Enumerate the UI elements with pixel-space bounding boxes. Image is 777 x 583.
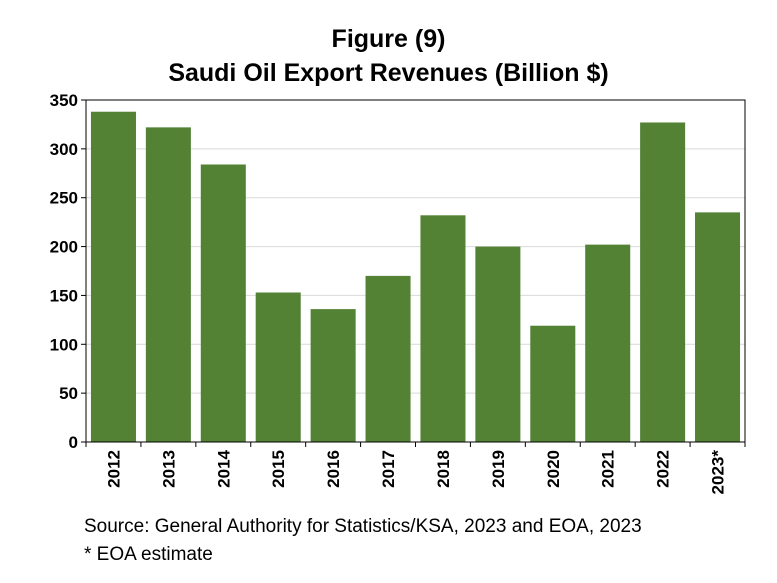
x-tick-label: 2015 <box>269 450 288 488</box>
bars <box>90 111 741 443</box>
x-tick-label: 2022 <box>654 450 673 488</box>
y-tick-label: 150 <box>50 286 78 305</box>
x-tick-label: 2023* <box>709 450 728 495</box>
x-tick-label: 2020 <box>544 450 563 488</box>
x-tick-label: 2012 <box>104 450 123 488</box>
x-tick-label: 2019 <box>489 450 508 488</box>
y-tick-label: 0 <box>69 433 78 452</box>
bar-2021 <box>585 244 631 442</box>
bar-2020 <box>530 325 576 442</box>
bar-2022 <box>640 122 686 442</box>
bar-2017 <box>365 275 411 442</box>
x-tick-label: 2018 <box>434 450 453 488</box>
x-tick-label: 2014 <box>214 449 233 487</box>
x-axis-ticks: 2012 2013 2014 2015 2016 2017 2018 2019 2020 2021… <box>85 442 746 495</box>
chart-title: Figure (9) <box>331 25 446 53</box>
source-note: Source: General Authority for Statistics… <box>84 516 642 537</box>
x-tick-label: 2013 <box>159 450 178 488</box>
y-tick-label: 100 <box>50 335 78 354</box>
y-tick-label: 300 <box>50 140 78 159</box>
bar-2019 <box>475 246 521 442</box>
y-axis-ticks: 0 50 100 150 200 250 300 350 <box>50 91 86 452</box>
bar-2018 <box>420 215 466 442</box>
bar-2016 <box>310 309 356 442</box>
chart-subtitle: Saudi Oil Export Revenues (Billion $) <box>168 59 609 87</box>
gridlines <box>86 148 745 394</box>
bar-2012 <box>90 111 136 443</box>
bar-2013 <box>145 127 191 443</box>
y-tick-label: 50 <box>59 384 78 403</box>
estimate-note: * EOA estimate <box>84 544 213 565</box>
x-tick-label: 2017 <box>379 450 398 488</box>
y-tick-label: 200 <box>50 238 78 257</box>
y-tick-label: 350 <box>50 91 78 110</box>
x-tick-label: 2016 <box>324 450 343 488</box>
y-tick-label: 250 <box>50 189 78 208</box>
bar-2015 <box>255 292 301 442</box>
bar-2014 <box>200 164 246 442</box>
x-tick-label: 2021 <box>599 450 618 488</box>
chart-title-block: Figure (9) Saudi Oil Export Revenues (Bi… <box>0 22 777 90</box>
bar-2023* <box>695 212 741 442</box>
